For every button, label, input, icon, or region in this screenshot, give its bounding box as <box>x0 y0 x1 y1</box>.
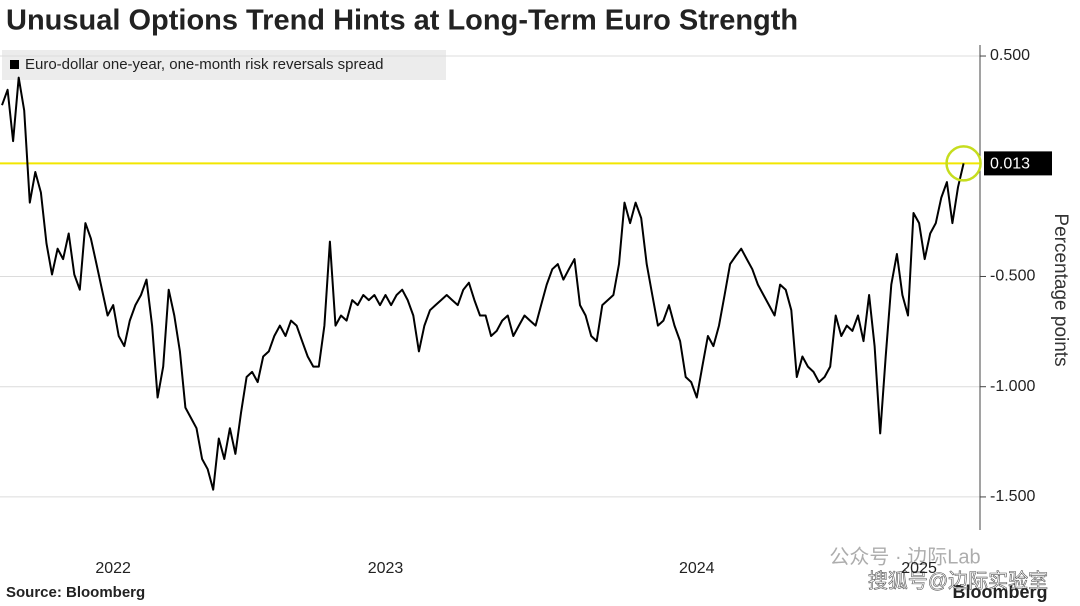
watermark: 搜狐号@边际实验室 <box>868 569 1048 592</box>
y-tick-label: 0.500 <box>990 47 1030 64</box>
y-tick-label: -1.500 <box>990 488 1035 505</box>
x-tick-label: 2024 <box>679 560 715 577</box>
logo: Bloomberg <box>952 582 1047 602</box>
y-tick-label: -0.500 <box>990 268 1035 285</box>
callout-box <box>984 151 1052 176</box>
y-axis-label: Percentage points <box>1050 213 1071 366</box>
x-tick-label: 2023 <box>368 560 404 577</box>
legend-box <box>2 50 446 80</box>
legend-swatch <box>10 60 19 69</box>
y-tick-label: -1.000 <box>990 378 1035 395</box>
x-tick-label: 2022 <box>95 560 131 577</box>
legend-label: Euro-dollar one-year, one-month risk rev… <box>25 56 384 73</box>
watermark: 公众号 · 边际Lab <box>829 545 980 568</box>
chart-title: Unusual Options Trend Hints at Long-Term… <box>6 5 798 37</box>
callout-label: 0.013 <box>990 156 1030 173</box>
x-tick-label: 2025 <box>901 560 937 577</box>
data-line <box>1 76 965 491</box>
source: Source: Bloomberg <box>6 584 145 601</box>
highlight-circle <box>945 145 982 182</box>
